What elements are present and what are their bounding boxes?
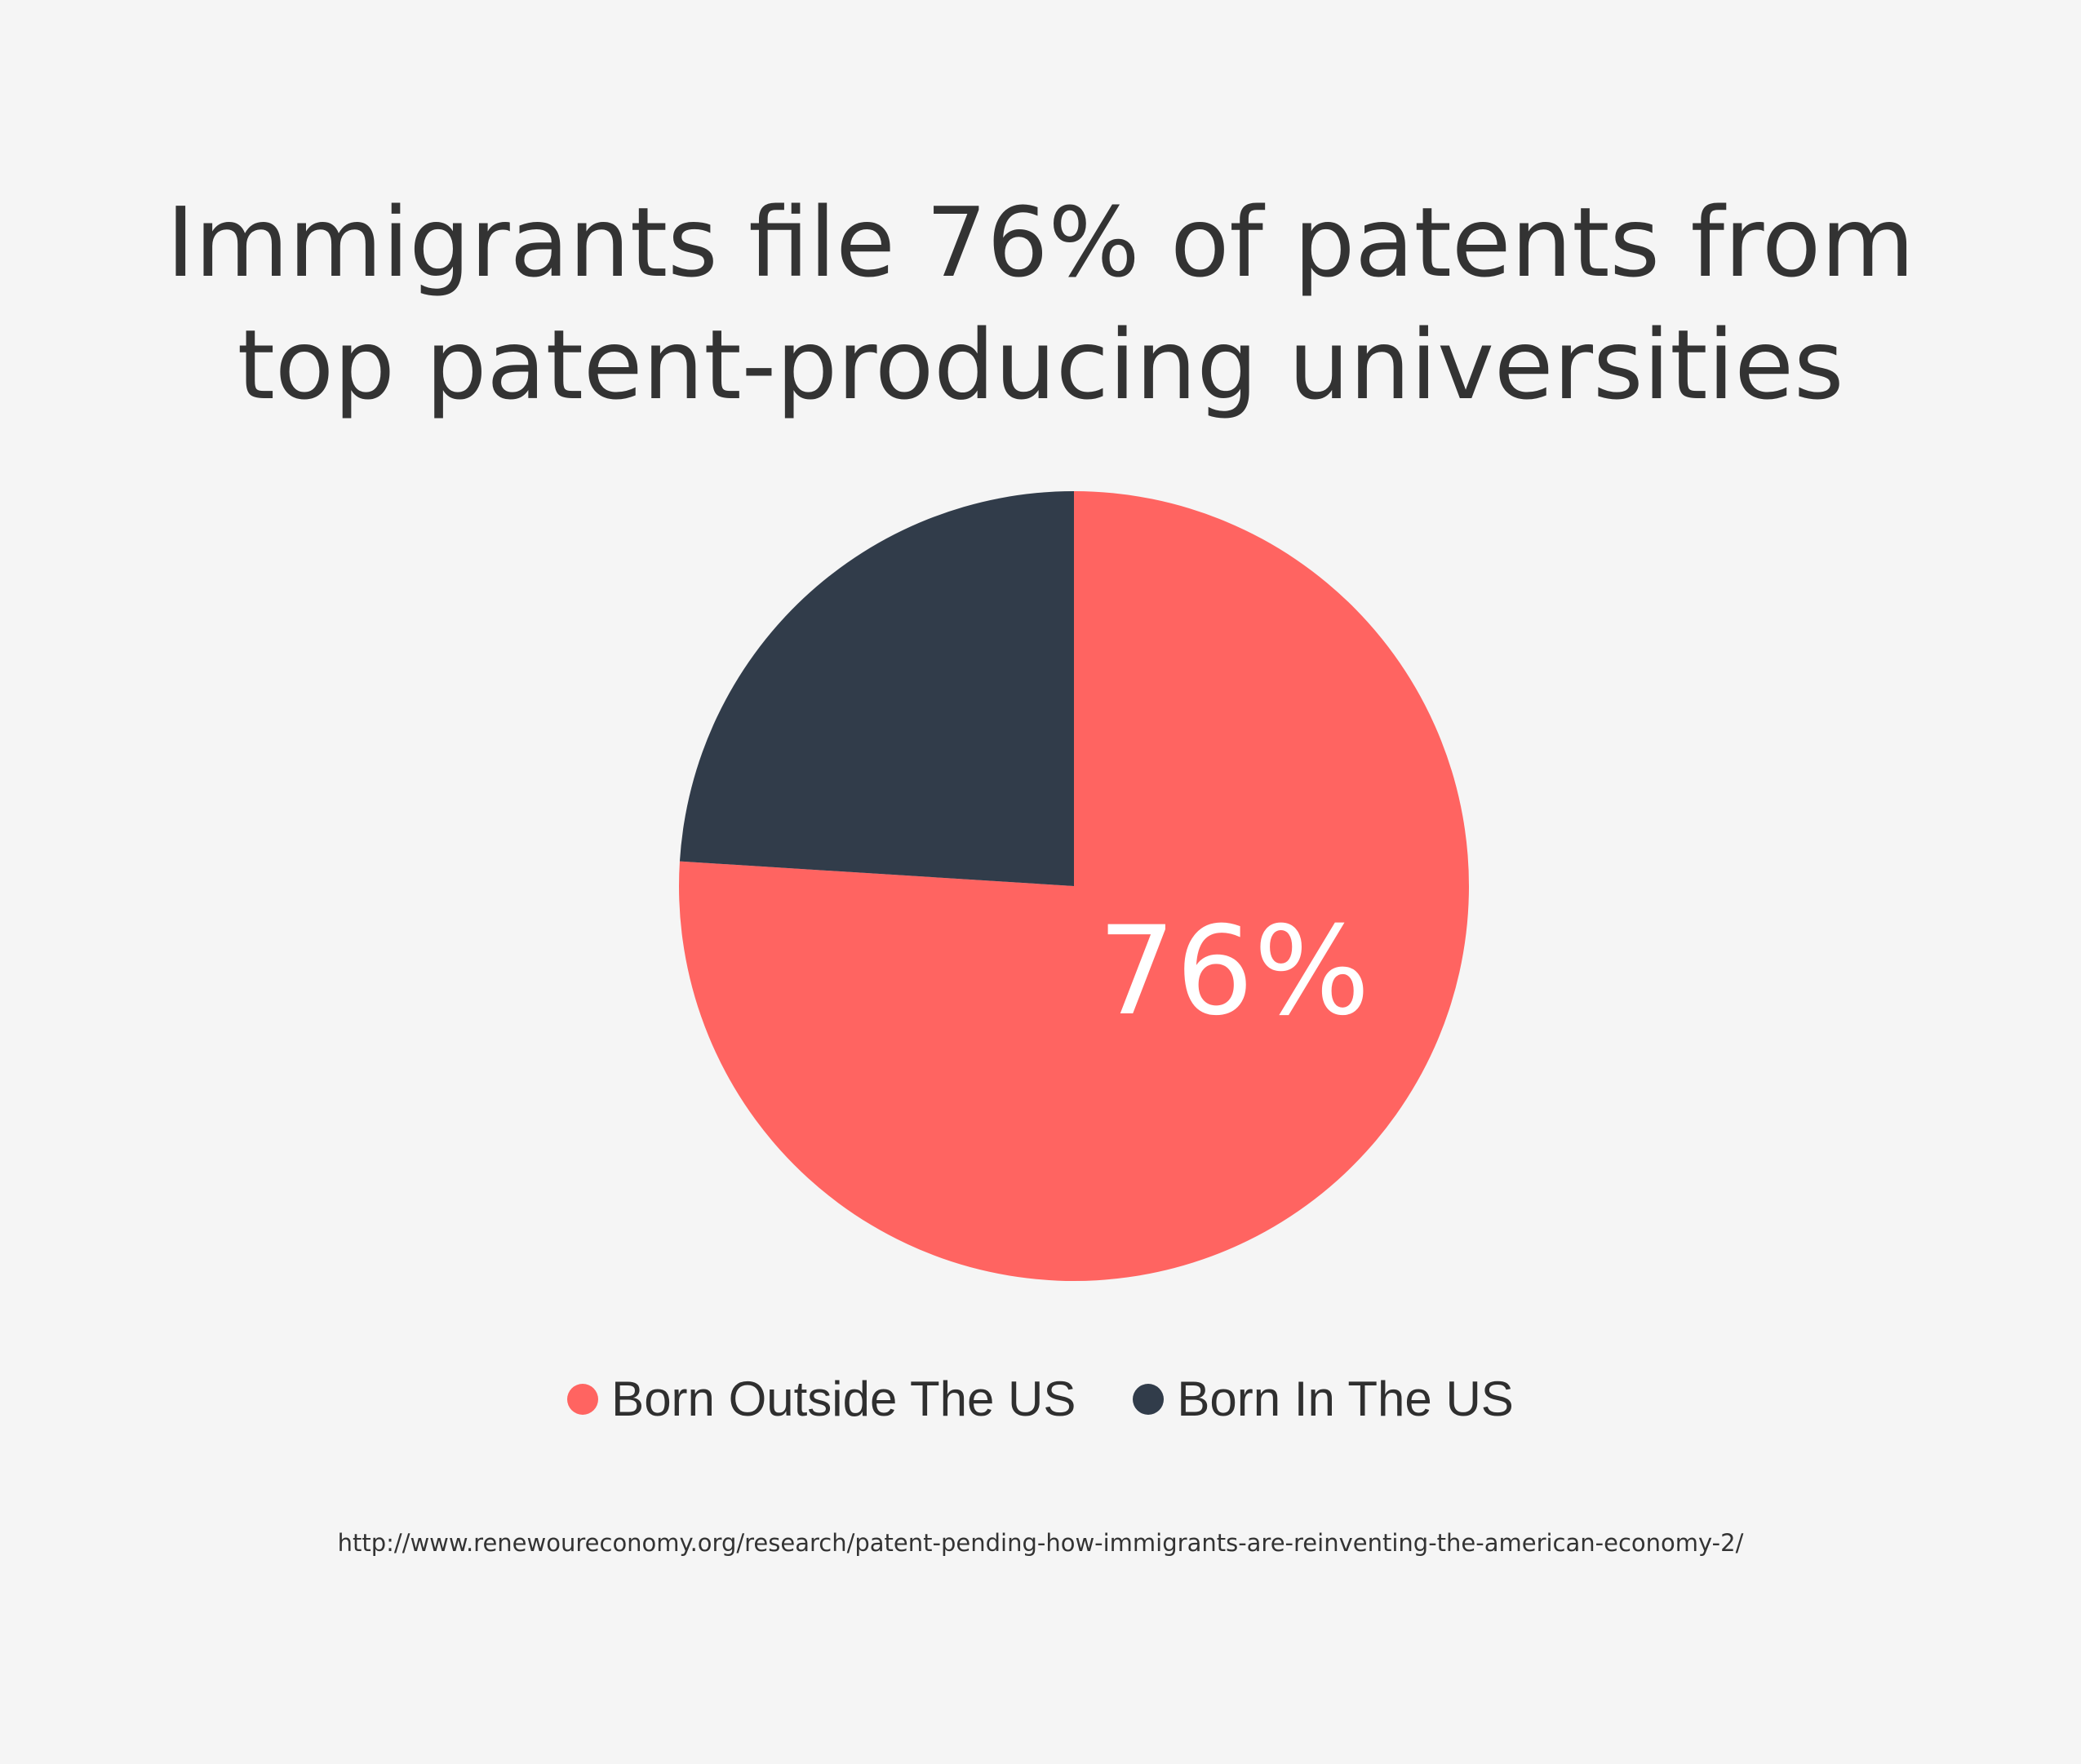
chart-title: Immigrants file 76% of patents from top … <box>163 181 1918 426</box>
chart-legend: Born Outside The US Born In The US <box>0 1371 2081 1427</box>
source-citation[interactable]: http://www.renewoureconomy.org/research/… <box>337 1529 1744 1557</box>
legend-swatch-born-in <box>1133 1383 1165 1415</box>
legend-item-born-outside[interactable]: Born Outside The US <box>567 1371 1076 1427</box>
slice-label-born-outside: 76% <box>1098 901 1369 1043</box>
legend-swatch-born-outside <box>567 1383 599 1415</box>
legend-item-born-in[interactable]: Born In The US <box>1133 1371 1514 1427</box>
pie-slices <box>679 491 1469 1281</box>
legend-label-born-outside: Born Outside The US <box>611 1372 1076 1426</box>
pie-slice-born-in[interactable] <box>679 491 1074 886</box>
chart-title-line-1: Immigrants file 76% of patents from <box>166 186 1915 299</box>
chart-title-line-2: top patent-producing universities <box>237 308 1844 421</box>
legend-label-born-in: Born In The US <box>1177 1372 1514 1426</box>
